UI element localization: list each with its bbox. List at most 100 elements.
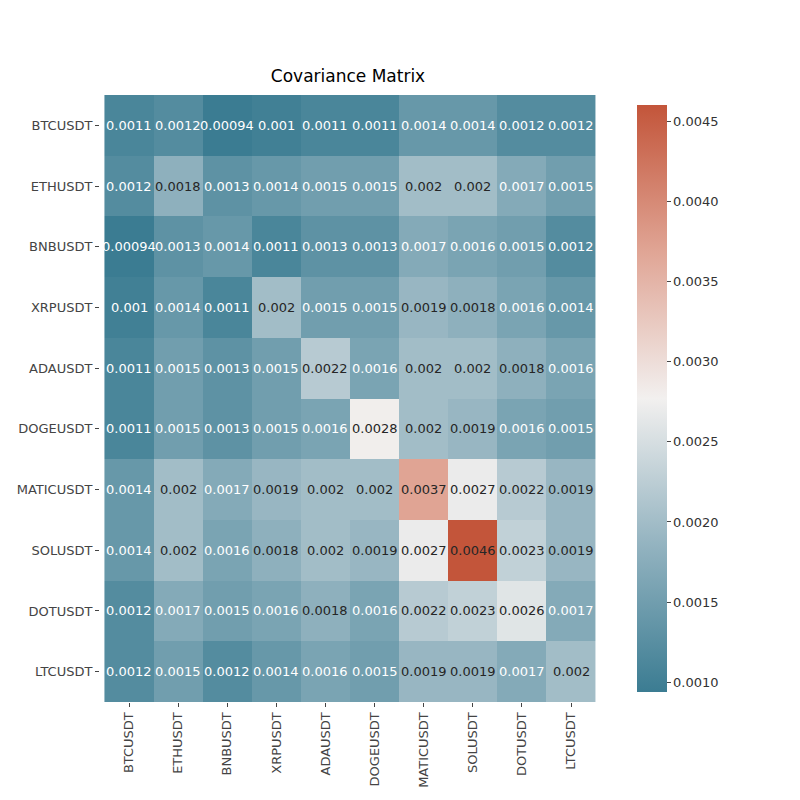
svg-text:0.0035: 0.0035 xyxy=(673,274,719,289)
svg-text:0.0022: 0.0022 xyxy=(302,361,348,376)
svg-text:BNBUSDT: BNBUSDT xyxy=(219,712,234,775)
svg-text:0.0014: 0.0014 xyxy=(548,300,594,315)
svg-text:0.002: 0.002 xyxy=(405,179,442,194)
svg-text:Covariance Matrix: Covariance Matrix xyxy=(271,66,425,86)
svg-text:0.0015: 0.0015 xyxy=(548,421,594,436)
svg-text:0.0010: 0.0010 xyxy=(673,675,719,690)
svg-text:ADAUSDT: ADAUSDT xyxy=(318,712,333,775)
svg-text:0.0017: 0.0017 xyxy=(401,239,447,254)
svg-text:0.0014: 0.0014 xyxy=(106,482,152,497)
svg-text:SOLUSDT: SOLUSDT xyxy=(32,543,93,558)
svg-text:0.0013: 0.0013 xyxy=(204,421,250,436)
svg-text:0.0012: 0.0012 xyxy=(499,118,545,133)
svg-text:0.0011: 0.0011 xyxy=(302,118,348,133)
svg-text:0.0014: 0.0014 xyxy=(253,664,299,679)
svg-text:0.0017: 0.0017 xyxy=(499,179,545,194)
svg-text:0.0018: 0.0018 xyxy=(499,361,545,376)
svg-text:0.0019: 0.0019 xyxy=(548,482,594,497)
svg-text:0.0015: 0.0015 xyxy=(155,664,201,679)
svg-text:0.0017: 0.0017 xyxy=(204,482,250,497)
svg-text:XRPUSDT: XRPUSDT xyxy=(31,300,93,315)
svg-text:0.0040: 0.0040 xyxy=(673,194,719,209)
svg-text:0.0028: 0.0028 xyxy=(352,421,398,436)
svg-text:0.002: 0.002 xyxy=(454,179,491,194)
svg-text:0.002: 0.002 xyxy=(454,361,491,376)
svg-text:0.0019: 0.0019 xyxy=(253,482,299,497)
svg-text:0.0016: 0.0016 xyxy=(499,300,545,315)
svg-text:BTCUSDT: BTCUSDT xyxy=(31,118,92,133)
svg-text:0.0011: 0.0011 xyxy=(204,300,250,315)
svg-text:0.0016: 0.0016 xyxy=(302,664,348,679)
svg-text:0.0011: 0.0011 xyxy=(106,118,152,133)
svg-text:0.0012: 0.0012 xyxy=(548,118,594,133)
svg-text:0.0012: 0.0012 xyxy=(204,664,250,679)
svg-text:DOTUSDT: DOTUSDT xyxy=(28,604,92,619)
svg-text:0.0013: 0.0013 xyxy=(204,361,250,376)
svg-text:0.002: 0.002 xyxy=(160,482,197,497)
svg-text:0.002: 0.002 xyxy=(553,664,590,679)
svg-text:0.0011: 0.0011 xyxy=(106,421,152,436)
svg-text:ETHUSDT: ETHUSDT xyxy=(31,179,93,194)
svg-text:0.0016: 0.0016 xyxy=(548,361,594,376)
svg-text:SOLUSDT: SOLUSDT xyxy=(465,712,480,773)
svg-text:0.0016: 0.0016 xyxy=(450,239,496,254)
svg-text:0.002: 0.002 xyxy=(258,300,295,315)
svg-text:0.0014: 0.0014 xyxy=(401,118,447,133)
svg-text:0.0015: 0.0015 xyxy=(352,664,398,679)
svg-text:0.0012: 0.0012 xyxy=(106,603,152,618)
svg-text:LTCUSDT: LTCUSDT xyxy=(563,712,578,769)
svg-text:0.0045: 0.0045 xyxy=(673,114,719,129)
svg-text:0.0027: 0.0027 xyxy=(401,543,447,558)
svg-text:0.0015: 0.0015 xyxy=(352,179,398,194)
svg-text:0.002: 0.002 xyxy=(356,482,393,497)
svg-text:0.0019: 0.0019 xyxy=(548,543,594,558)
svg-text:0.0015: 0.0015 xyxy=(302,300,348,315)
svg-text:DOGEUSDT: DOGEUSDT xyxy=(18,421,92,436)
svg-text:0.0022: 0.0022 xyxy=(401,603,447,618)
svg-text:0.0018: 0.0018 xyxy=(302,603,348,618)
svg-text:0.0015: 0.0015 xyxy=(673,595,719,610)
svg-text:0.0018: 0.0018 xyxy=(450,300,496,315)
svg-text:0.001: 0.001 xyxy=(111,300,148,315)
svg-text:0.0012: 0.0012 xyxy=(155,118,201,133)
svg-text:0.002: 0.002 xyxy=(405,421,442,436)
svg-text:0.0016: 0.0016 xyxy=(352,361,398,376)
svg-text:0.0017: 0.0017 xyxy=(499,664,545,679)
svg-text:0.0030: 0.0030 xyxy=(673,354,719,369)
svg-text:ADAUSDT: ADAUSDT xyxy=(29,361,92,376)
svg-text:0.0015: 0.0015 xyxy=(352,300,398,315)
svg-text:0.0019: 0.0019 xyxy=(450,664,496,679)
svg-text:0.0022: 0.0022 xyxy=(499,482,545,497)
svg-text:0.0019: 0.0019 xyxy=(352,543,398,558)
svg-text:0.0014: 0.0014 xyxy=(106,543,152,558)
svg-text:0.0015: 0.0015 xyxy=(302,179,348,194)
svg-text:0.0019: 0.0019 xyxy=(450,421,496,436)
svg-text:0.002: 0.002 xyxy=(405,361,442,376)
svg-text:0.0015: 0.0015 xyxy=(548,179,594,194)
svg-text:0.0014: 0.0014 xyxy=(253,179,299,194)
svg-text:0.0016: 0.0016 xyxy=(499,421,545,436)
svg-text:0.0014: 0.0014 xyxy=(450,118,496,133)
svg-text:0.0015: 0.0015 xyxy=(253,421,299,436)
svg-text:0.002: 0.002 xyxy=(307,543,344,558)
svg-text:0.0011: 0.0011 xyxy=(253,239,299,254)
svg-text:XRPUSDT: XRPUSDT xyxy=(269,712,284,774)
svg-text:0.0015: 0.0015 xyxy=(499,239,545,254)
svg-text:MATICUSDT: MATICUSDT xyxy=(17,482,93,497)
svg-text:ETHUSDT: ETHUSDT xyxy=(170,712,185,774)
svg-text:0.0015: 0.0015 xyxy=(155,361,201,376)
svg-text:0.0018: 0.0018 xyxy=(155,179,201,194)
svg-text:BNBUSDT: BNBUSDT xyxy=(29,239,92,254)
svg-text:0.0012: 0.0012 xyxy=(548,239,594,254)
svg-text:0.0037: 0.0037 xyxy=(401,482,447,497)
svg-text:0.0023: 0.0023 xyxy=(499,543,545,558)
svg-text:0.0014: 0.0014 xyxy=(204,239,250,254)
svg-text:0.0011: 0.0011 xyxy=(106,361,152,376)
svg-text:0.0019: 0.0019 xyxy=(401,664,447,679)
svg-text:0.0012: 0.0012 xyxy=(106,664,152,679)
svg-text:0.0013: 0.0013 xyxy=(155,239,201,254)
svg-text:0.0020: 0.0020 xyxy=(673,515,719,530)
svg-text:0.0015: 0.0015 xyxy=(253,361,299,376)
svg-text:BTCUSDT: BTCUSDT xyxy=(121,712,136,773)
svg-text:0.0016: 0.0016 xyxy=(302,421,348,436)
